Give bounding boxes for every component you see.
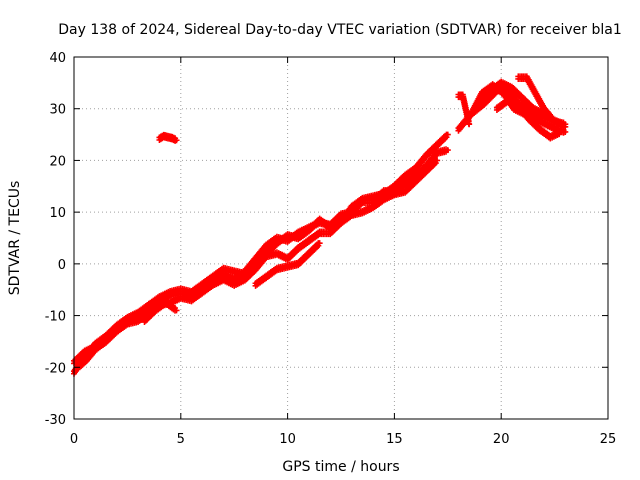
x-tick-label: 15 [386,432,403,447]
x-tick-label: 5 [177,432,185,447]
y-tick-label: -10 [45,310,66,325]
chart-title: Day 138 of 2024, Sidereal Day-to-day VTE… [58,22,621,38]
data-point-track-i [558,128,565,135]
data-points [71,73,569,377]
data-point-track-b [444,147,451,154]
data-point-track-a [444,131,451,138]
data-point-isolated-cluster [173,137,180,144]
y-tick-label: -20 [45,361,66,376]
data-point-track-d [316,240,323,247]
data-point-track-e [173,307,180,314]
x-tick-label: 25 [600,432,617,447]
plot-frame [73,56,609,420]
x-axis-label: GPS time / hours [282,459,399,475]
y-tick-label: 20 [49,154,66,169]
y-axis-label: SDTVAR / TECUs [7,181,23,296]
y-tick-label: -30 [45,413,66,428]
y-tick-label: 40 [49,51,66,66]
data-point-isolated-points [466,121,473,128]
data-point-track-h [562,121,569,128]
x-axis-ticks: 0 5 10 15 20 25 [70,57,616,447]
x-tick-label: 10 [279,432,296,447]
data-point-track-j [549,116,556,123]
x-tick-label: 20 [493,432,510,447]
data-point-track-c [434,157,441,164]
y-tick-label: 30 [49,103,66,118]
y-axis-ticks: -30 -20 -10 0 10 20 30 40 [45,51,608,428]
y-tick-label: 10 [49,206,66,221]
x-tick-label: 0 [70,432,78,447]
y-tick-label: 0 [58,258,66,273]
